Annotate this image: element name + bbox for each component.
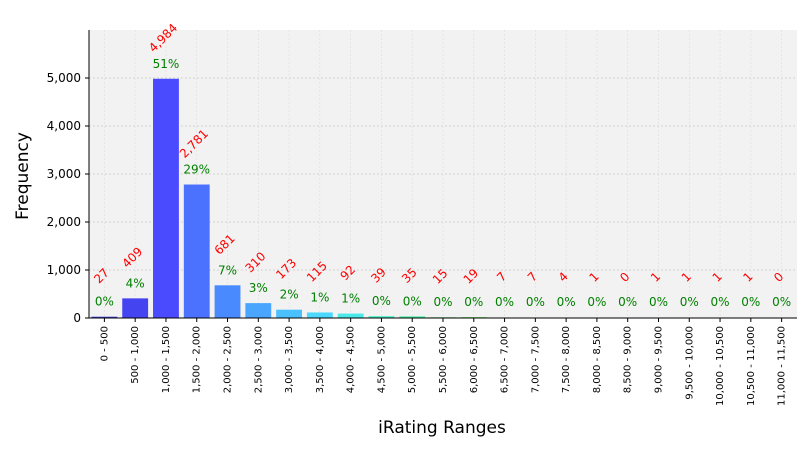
x-tick-label: 9,500 - 10,000 — [684, 326, 695, 400]
x-tick-label: 10,000 - 10,500 — [715, 326, 726, 406]
y-tick-label: 4,000 — [47, 119, 81, 133]
percent-label: 0% — [618, 295, 637, 309]
bar — [276, 309, 303, 318]
percent-label: 0% — [649, 295, 668, 309]
bar — [306, 312, 333, 318]
bar — [399, 316, 426, 318]
x-tick-label: 5,500 - 6,000 — [438, 326, 449, 393]
x-tick-label: 0 - 500 — [99, 326, 110, 361]
x-tick-label: 1,500 - 2,000 — [192, 326, 203, 393]
percent-label: 51% — [153, 57, 180, 71]
percent-label: 0% — [526, 295, 545, 309]
x-axis-title: iRating Ranges — [378, 418, 506, 438]
percent-label: 29% — [183, 163, 210, 177]
x-tick-label: 2,000 - 2,500 — [223, 326, 234, 393]
bar — [214, 285, 241, 318]
bar — [245, 303, 272, 318]
y-tick-label: 3,000 — [47, 167, 81, 181]
x-tick-label: 8,500 - 9,000 — [623, 326, 634, 393]
percent-label: 0% — [557, 295, 576, 309]
x-tick-label: 500 - 1,000 — [130, 326, 141, 384]
y-tick-label: 5,000 — [47, 71, 81, 85]
x-tick-label: 6,000 - 6,500 — [469, 326, 480, 393]
percent-label: 0% — [587, 295, 606, 309]
y-axis-title: Frequency — [13, 132, 33, 220]
percent-label: 2% — [280, 288, 299, 302]
x-tick-label: 5,000 - 5,500 — [407, 326, 418, 393]
percent-label: 0% — [495, 295, 514, 309]
y-tick-label: 1,000 — [47, 263, 81, 277]
bar — [122, 298, 149, 318]
x-tick-label: 3,500 - 4,000 — [315, 326, 326, 393]
percent-label: 4% — [126, 276, 145, 290]
percent-label: 0% — [772, 295, 791, 309]
percent-label: 0% — [711, 295, 730, 309]
x-tick-label: 2,500 - 3,000 — [253, 326, 264, 393]
x-tick-label: 9,000 - 9,500 — [653, 326, 664, 393]
axes: 0 1,000 2,000 3,000 4,000 5,000 0 - 500 500 - 1… — [47, 30, 797, 406]
x-tick-label: 7,500 - 8,000 — [561, 326, 572, 393]
percent-label: 7% — [218, 263, 237, 277]
percent-label: 0% — [403, 294, 422, 308]
bar — [337, 313, 364, 318]
bars — [91, 78, 764, 318]
x-tick-label: 6,500 - 7,000 — [500, 326, 511, 393]
percent-label: 3% — [249, 281, 268, 295]
bar — [183, 184, 210, 318]
percent-label: 0% — [741, 295, 760, 309]
bar — [91, 316, 118, 318]
percent-label: 0% — [372, 294, 391, 308]
x-tick-label: 4,500 - 5,000 — [376, 326, 387, 393]
data-labels: 0%27 4%40951%4,98429%2,7817%6813%3102%173… — [91, 21, 791, 309]
x-tick-label: 7,000 - 7,500 — [530, 326, 541, 393]
y-tick-label: 2,000 — [47, 215, 81, 229]
percent-label: 0% — [464, 295, 483, 309]
x-tick-label: 10,500 - 11,000 — [746, 326, 757, 406]
bar — [368, 316, 395, 318]
x-tick-label: 8,000 - 8,500 — [592, 326, 603, 393]
x-tick-label: 1,000 - 1,500 — [161, 326, 172, 393]
percent-label: 0% — [680, 295, 699, 309]
y-tick-label: 0 — [73, 311, 81, 325]
percent-label: 0% — [95, 295, 114, 309]
percent-label: 1% — [341, 292, 360, 306]
percent-label: 1% — [310, 290, 329, 304]
x-tick-label: 3,000 - 3,500 — [284, 326, 295, 393]
x-tick-label: 4,000 - 4,500 — [346, 326, 357, 393]
x-tick-label: 11,000 - 11,500 — [777, 326, 788, 406]
bar — [153, 78, 179, 318]
percent-label: 0% — [433, 295, 452, 309]
